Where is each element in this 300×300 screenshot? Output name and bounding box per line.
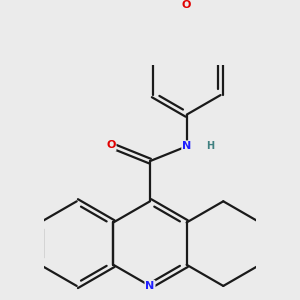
- Text: O: O: [106, 140, 116, 150]
- Text: H: H: [206, 141, 214, 151]
- Text: O: O: [181, 0, 190, 10]
- Text: N: N: [146, 281, 154, 291]
- Text: N: N: [182, 141, 191, 151]
